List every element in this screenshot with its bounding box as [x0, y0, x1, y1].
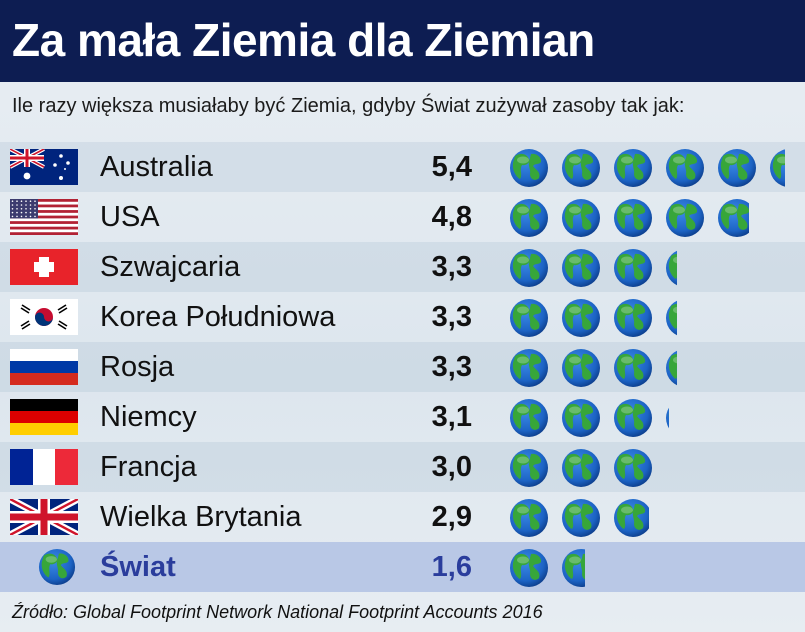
globe-icon: [510, 349, 548, 387]
globe-bar: [509, 198, 805, 238]
value-label: 1,6: [431, 551, 472, 583]
south-korea-flag: [10, 299, 78, 335]
value-label: 4,8: [431, 201, 472, 233]
globe-icon: [562, 499, 600, 537]
globe-bar: [509, 348, 805, 388]
country-label: Francja: [100, 451, 197, 483]
germany-flag: [10, 399, 78, 435]
country-label: Świat: [100, 551, 176, 583]
country-label: USA: [100, 201, 160, 233]
globe-icon: [718, 199, 749, 237]
globe-icon: [614, 499, 649, 537]
globe-icon: [666, 149, 704, 187]
country-row: Niemcy 3,1: [0, 392, 805, 442]
value-label: 3,0: [431, 451, 472, 483]
country-row: Wielka Brytania 2,9: [0, 492, 805, 542]
france-flag: [10, 449, 78, 485]
globe-bar: [509, 248, 805, 288]
value-label: 3,3: [431, 351, 472, 383]
country-label: Szwajcaria: [100, 251, 241, 283]
globe-icon: [614, 449, 652, 487]
globe-icon: [510, 149, 548, 187]
globe-bar: [509, 448, 805, 488]
globe-icon: [510, 199, 548, 237]
subtitle: Ile razy większa musiałaby być Ziemia, g…: [12, 95, 685, 117]
value-label: 3,1: [431, 401, 472, 433]
globe-icon: [562, 399, 600, 437]
globe-bar: [509, 548, 805, 588]
globe-bar: [509, 148, 805, 188]
globe-icon: [510, 549, 548, 587]
globe-icon: [510, 249, 548, 287]
country-label: Korea Południowa: [100, 301, 336, 333]
value-label: 2,9: [431, 501, 472, 533]
globe-icon: [614, 299, 652, 337]
value-label: 5,4: [431, 151, 472, 183]
globe-icon: [510, 499, 548, 537]
globe-icon: [38, 548, 76, 586]
header-band: Za mała Ziemia dla Ziemian: [0, 0, 805, 82]
globe-icon: [718, 149, 756, 187]
country-label: Rosja: [100, 351, 175, 383]
ranking-table: Australia 5,4 USA 4,8 Szwajcaria 3,3 Korea Poł…: [0, 142, 805, 592]
globe-icon: [510, 399, 548, 437]
country-row: USA 4,8: [0, 192, 805, 242]
globe-icon: [510, 449, 548, 487]
globe-icon: [562, 149, 600, 187]
globe-icon: [562, 299, 600, 337]
globe-icon: [614, 149, 652, 187]
country-label: Niemcy: [100, 401, 197, 433]
globe-icon: [666, 250, 677, 286]
globe-icon: [562, 349, 600, 387]
country-row: Rosja 3,3: [0, 342, 805, 392]
switzerland-flag: [10, 249, 78, 285]
australia-flag: [10, 149, 78, 185]
russia-flag: [10, 349, 78, 385]
globe-icon: [562, 199, 600, 237]
globe-icon: [562, 249, 600, 287]
country-label: Wielka Brytania: [100, 501, 302, 533]
globe-icon: [666, 300, 677, 336]
world-row: Świat 1,6: [0, 542, 805, 592]
globe-icon: [562, 549, 585, 587]
globe-icon: [510, 299, 548, 337]
country-row: Korea Południowa 3,3: [0, 292, 805, 342]
globe-icon: [614, 399, 652, 437]
globe-bar: [509, 298, 805, 338]
globe-icon: [614, 349, 652, 387]
globe-icon: [614, 249, 652, 287]
globe-icon: [614, 199, 652, 237]
country-row: Szwajcaria 3,3: [0, 242, 805, 292]
source-note: Źródło: Global Footprint Network Nationa…: [12, 602, 543, 622]
globe-bar: [509, 398, 805, 438]
globe-icon: [770, 149, 785, 187]
value-label: 3,3: [431, 251, 472, 283]
globe-bar: [509, 498, 805, 538]
globe-icon: [666, 403, 669, 429]
country-label: Australia: [100, 151, 213, 183]
globe-icon: [666, 199, 704, 237]
page-title: Za mała Ziemia dla Ziemian: [12, 14, 595, 66]
uk-flag: [10, 499, 78, 535]
usa-flag: [10, 199, 78, 235]
country-row: Australia 5,4: [0, 142, 805, 192]
value-label: 3,3: [431, 301, 472, 333]
globe-icon: [666, 350, 677, 386]
country-row: Francja 3,0: [0, 442, 805, 492]
globe-icon: [562, 449, 600, 487]
